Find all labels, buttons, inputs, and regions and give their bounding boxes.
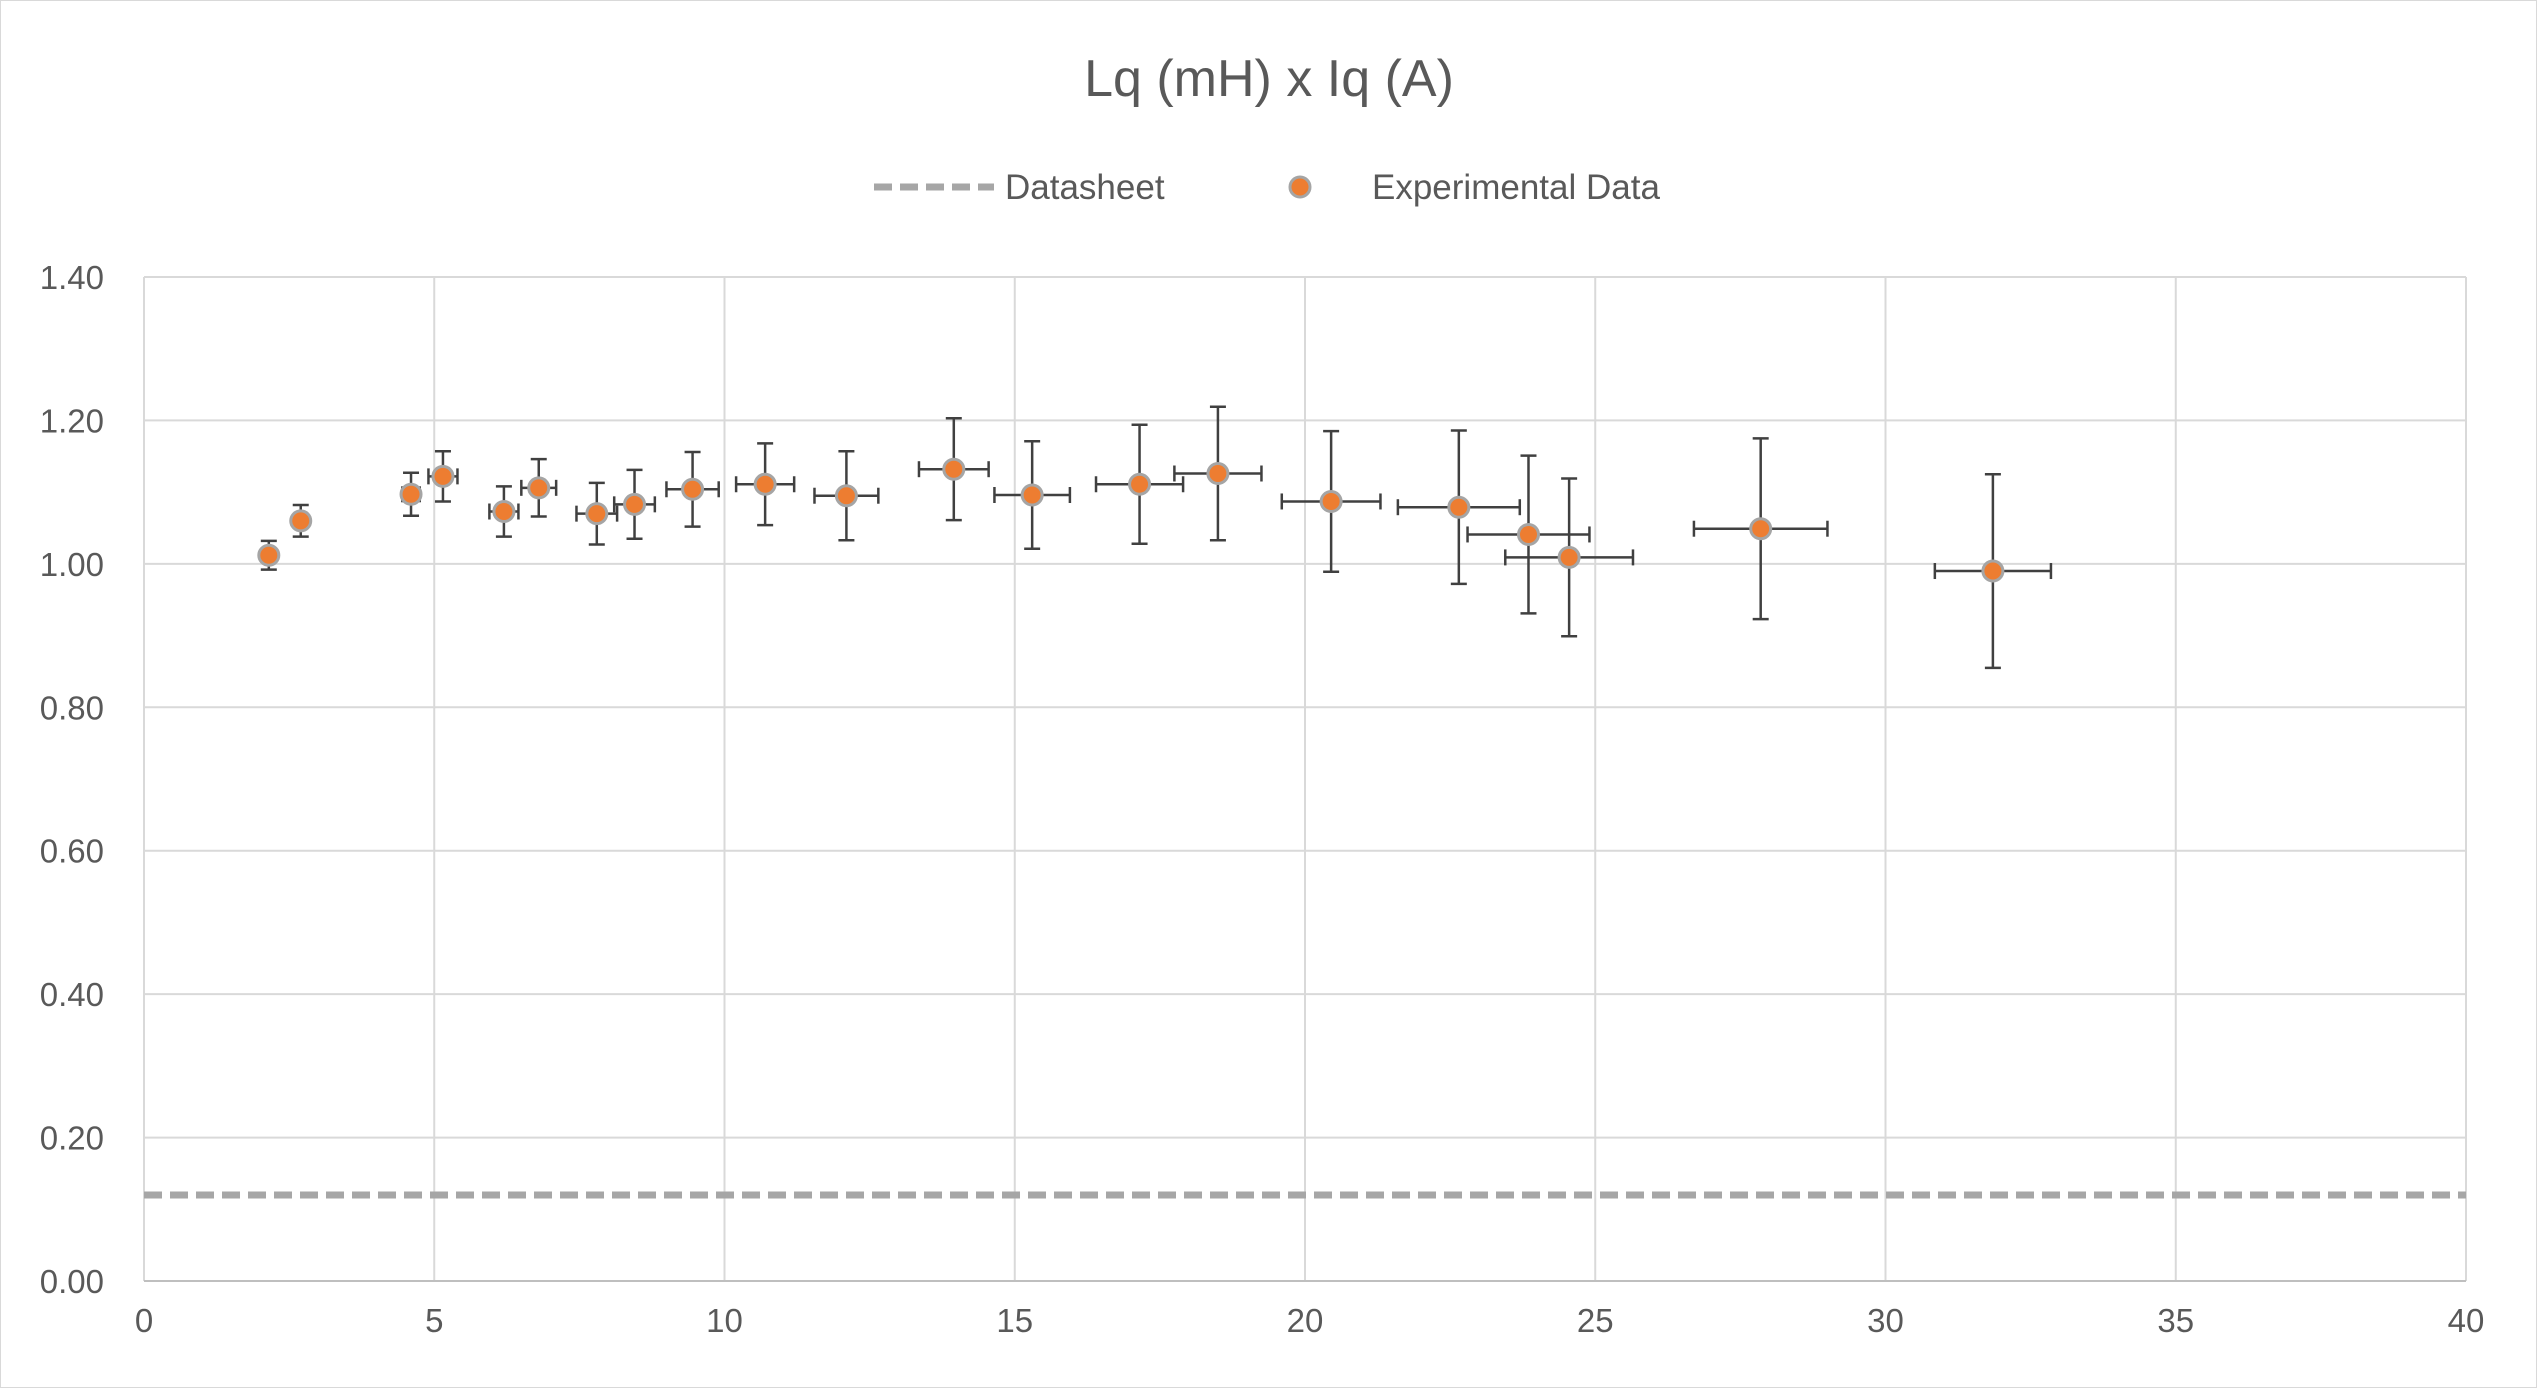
data-point (399, 482, 423, 506)
data-point (1981, 559, 2005, 583)
legend-experimental-swatch (1288, 175, 1312, 199)
x-axis-ticks: 0 5 10 15 20 25 30 35 40 (135, 1302, 2485, 1339)
experimental-series (257, 457, 2005, 583)
y-tick-label: 0.00 (40, 1263, 104, 1300)
x-tick-label: 20 (1287, 1302, 1324, 1339)
gridlines (143, 276, 2467, 1282)
data-point (834, 484, 858, 508)
x-tick-label: 35 (2157, 1302, 2194, 1339)
legend-experimental-label: Experimental Data (1372, 168, 1660, 207)
y-tick-label: 1.40 (40, 259, 104, 296)
data-point (1447, 495, 1471, 519)
y-axis-ticks: 0.00 0.20 0.40 0.60 0.80 1.00 1.20 1.40 (40, 259, 104, 1300)
legend-item-datasheet: Datasheet (874, 168, 1165, 207)
data-point (257, 543, 281, 567)
y-tick-label: 0.20 (40, 1120, 104, 1157)
data-point (289, 509, 313, 533)
y-tick-label: 0.40 (40, 976, 104, 1013)
data-point (1128, 472, 1152, 496)
data-point (431, 464, 455, 488)
data-point (1206, 461, 1230, 485)
x-tick-label: 25 (1577, 1302, 1614, 1339)
legend: Datasheet Experimental Data (874, 168, 1660, 207)
data-point (527, 476, 551, 500)
y-tick-label: 1.00 (40, 546, 104, 583)
legend-datasheet-label: Datasheet (1005, 168, 1165, 207)
x-tick-label: 40 (2448, 1302, 2485, 1339)
legend-item-experimental: Experimental Data (1288, 168, 1660, 207)
chart-title: Lq (mH) x Iq (A) (1084, 50, 1454, 108)
x-tick-label: 5 (425, 1302, 443, 1339)
error-bars (260, 405, 2053, 670)
data-point (681, 477, 705, 501)
data-point (1516, 522, 1540, 546)
data-point (1749, 517, 1773, 541)
data-point (585, 502, 609, 526)
data-point (1319, 489, 1343, 513)
x-tick-label: 15 (996, 1302, 1033, 1339)
data-point (623, 492, 647, 516)
x-tick-label: 30 (1867, 1302, 1904, 1339)
data-point (942, 457, 966, 481)
y-tick-label: 0.80 (40, 689, 104, 726)
data-point (492, 500, 516, 524)
data-point (1557, 545, 1581, 569)
y-tick-label: 0.60 (40, 833, 104, 870)
data-point (1020, 483, 1044, 507)
x-tick-label: 0 (135, 1302, 153, 1339)
data-point (753, 472, 777, 496)
x-tick-label: 10 (706, 1302, 743, 1339)
y-tick-label: 1.20 (40, 402, 104, 439)
